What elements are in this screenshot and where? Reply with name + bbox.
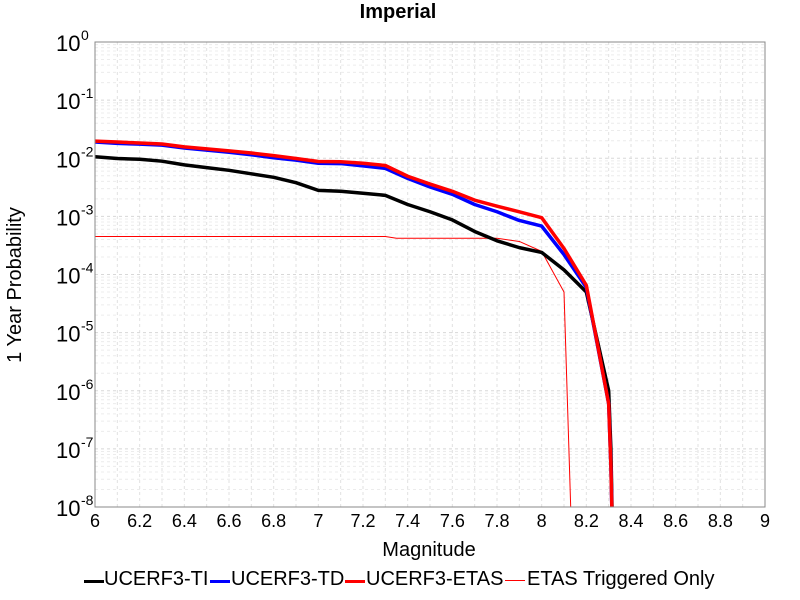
y-tick-label-exponent: -6 <box>81 376 94 392</box>
y-tick-label-exponent: -4 <box>81 260 94 276</box>
legend-swatch-etas-triggered-only <box>505 580 525 581</box>
y-tick-label-base: 10 <box>56 380 80 405</box>
y-tick-label-base: 10 <box>56 438 80 463</box>
y-tick-label-base: 10 <box>56 147 80 172</box>
y-tick-label-exponent: -5 <box>81 318 94 334</box>
series-line-etas-triggered-only <box>95 236 572 507</box>
y-tick-label-base: 10 <box>56 264 80 289</box>
series-line-ucerf3-ti <box>95 155 614 507</box>
legend-label-ucerf3-ti: UCERF3-TI <box>104 568 209 590</box>
x-tick-label: 6.6 <box>216 511 241 531</box>
y-axis-label: 1 Year Probability <box>4 207 26 363</box>
y-tick-label-base: 10 <box>56 205 80 230</box>
legend-swatch-ucerf3-td <box>210 580 230 583</box>
x-tick-label: 8.6 <box>663 511 688 531</box>
y-tick-label-exponent: -3 <box>81 201 94 217</box>
x-tick-label: 7.4 <box>395 511 420 531</box>
x-axis-label: Magnitude <box>382 539 475 561</box>
legend-label-ucerf3-etas: UCERF3-ETAS <box>366 568 504 590</box>
x-tick-label: 7 <box>313 511 323 531</box>
y-tick-label-exponent: 0 <box>81 27 89 43</box>
y-tick-label-base: 10 <box>56 496 80 521</box>
y-tick-label-exponent: -2 <box>81 143 94 159</box>
series-line-ucerf3-etas <box>95 139 614 507</box>
legend-label-ucerf3-td: UCERF3-TD <box>231 568 345 590</box>
y-tick-label-base: 10 <box>56 31 80 56</box>
y-tick-label-exponent: -1 <box>81 85 94 101</box>
plot-frame <box>94 41 766 508</box>
x-tick-label: 8.8 <box>708 511 733 531</box>
x-tick-label: 6.8 <box>261 511 286 531</box>
x-tick-label: 9 <box>760 511 770 531</box>
x-tick-label: 7.2 <box>350 511 375 531</box>
x-tick-label: 8.2 <box>574 511 599 531</box>
chart-title: Imperial <box>360 1 437 23</box>
x-tick-label: 8.4 <box>618 511 643 531</box>
grid <box>94 42 766 508</box>
x-tick-label: 6.4 <box>172 511 197 531</box>
series-layer <box>95 139 614 507</box>
legend-swatch-ucerf3-etas <box>345 580 365 583</box>
y-tick-label-exponent: -7 <box>81 434 94 450</box>
x-tick-label: 6 <box>90 511 100 531</box>
legend-swatch-ucerf3-ti <box>84 580 104 583</box>
legend: UCERF3-TI UCERF3-TD UCERF3-ETAS ETAS Tri… <box>0 566 800 594</box>
x-tick-label: 7.6 <box>440 511 465 531</box>
legend-label-etas-triggered-only: ETAS Triggered Only <box>527 568 715 590</box>
x-tick-labels: 6 6.2 6.4 6.6 6.8 7 7.2 7.4 7.6 7.8 8 8.2 8.4 8.6 8.8 9 <box>90 511 770 531</box>
y-tick-label-exponent: -8 <box>81 492 94 508</box>
y-tick-label-base: 10 <box>56 322 80 347</box>
x-tick-label: 6.2 <box>127 511 152 531</box>
y-tick-label-base: 10 <box>56 89 80 114</box>
x-tick-label: 8 <box>537 511 547 531</box>
x-tick-label: 7.8 <box>484 511 509 531</box>
